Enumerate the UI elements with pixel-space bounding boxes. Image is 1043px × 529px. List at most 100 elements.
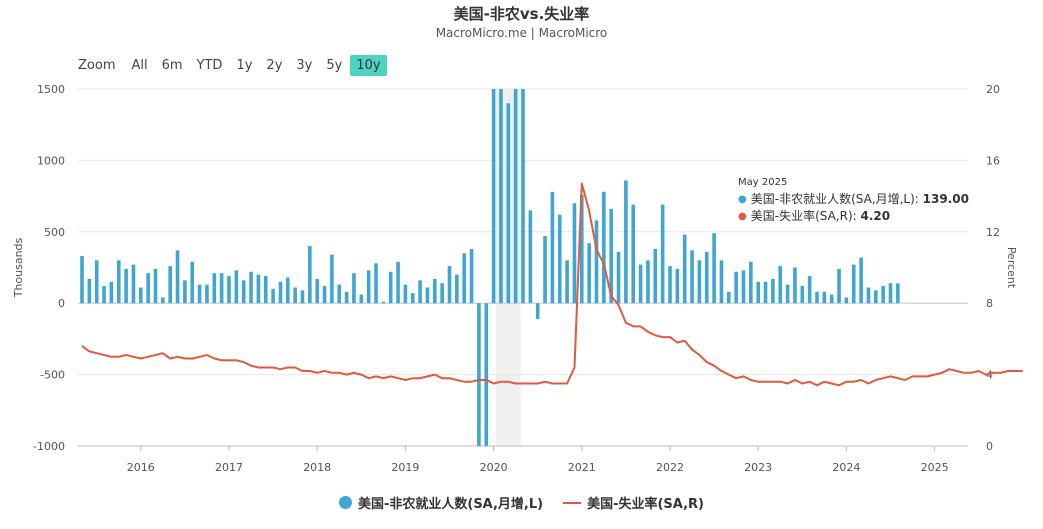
x-tick-label: 2024 <box>832 461 860 474</box>
payroll-bar <box>124 268 128 304</box>
range-button-all[interactable]: All <box>131 57 148 73</box>
payroll-bar <box>506 103 511 304</box>
payroll-bar <box>131 264 136 304</box>
payroll-bar <box>660 204 665 304</box>
y-right-tick-label: 20 <box>986 83 1000 96</box>
payroll-bar <box>521 89 525 304</box>
payroll-bar <box>881 286 885 304</box>
payroll-bar <box>631 204 636 304</box>
payroll-bar <box>587 243 591 304</box>
tooltip-marker-icon: ● <box>738 211 747 222</box>
payroll-bar <box>800 286 805 304</box>
payroll-bar <box>866 287 871 304</box>
payroll-bar <box>271 288 275 304</box>
payroll-bar <box>888 283 893 304</box>
payroll-bar <box>565 260 569 304</box>
tooltip-label: 美国-非农就业人数(SA,月增,L): <box>750 192 919 206</box>
payroll-bar <box>829 294 834 304</box>
range-button-3y[interactable]: 3y <box>296 57 313 73</box>
payroll-bar <box>308 246 312 304</box>
payroll-bar <box>638 264 643 304</box>
payroll-bar <box>580 194 584 304</box>
payroll-bar <box>359 294 364 304</box>
payroll-bar <box>212 273 217 304</box>
payroll-bar <box>109 281 114 304</box>
payroll-bar <box>87 278 92 304</box>
range-button-2y[interactable]: 2y <box>266 57 283 73</box>
y-right-axis-title: Percent <box>1005 247 1018 289</box>
y-left-axis-title: Thousands <box>12 237 25 298</box>
payroll-bar <box>315 278 319 304</box>
payroll-bar <box>668 266 672 304</box>
payroll-bar <box>425 287 430 304</box>
payroll-bar <box>727 291 731 304</box>
y-right-tick-label: 0 <box>986 440 993 453</box>
payroll-bar <box>513 89 518 304</box>
payroll-bar <box>197 284 202 304</box>
payroll-bar <box>682 234 687 304</box>
payroll-bar <box>396 261 400 304</box>
payroll-bar <box>352 273 356 304</box>
payroll-bar <box>344 291 349 304</box>
payroll-bar <box>293 287 297 304</box>
payroll-bar <box>484 303 489 446</box>
payroll-bar <box>807 276 812 304</box>
x-tick-label: 2019 <box>391 461 419 474</box>
payroll-bar <box>455 274 459 304</box>
payroll-bar <box>256 274 261 304</box>
payroll-bar <box>219 273 224 304</box>
payroll-bar <box>322 286 327 304</box>
payroll-bar <box>433 278 437 304</box>
y-left-tick-label: 1000 <box>37 154 65 167</box>
payroll-bar <box>410 293 415 304</box>
range-button-5y[interactable]: 5y <box>326 57 343 73</box>
payroll-bar <box>374 263 378 304</box>
payroll-bar <box>778 266 783 304</box>
payroll-bar <box>763 281 768 304</box>
y-left-tick-label: 0 <box>58 297 65 310</box>
payroll-bar <box>440 283 444 304</box>
payroll-bar <box>624 180 628 304</box>
y-right-tick-label: 4 <box>986 369 993 382</box>
payroll-bar <box>594 220 599 304</box>
payroll-bar <box>102 286 106 304</box>
legend-dot-icon <box>338 496 352 509</box>
legend-line-icon <box>563 501 582 504</box>
payroll-bar <box>168 266 172 304</box>
legend-item-payrolls[interactable]: 美国-非农就业人数(SA,月增,L) <box>338 493 543 512</box>
legend-item-unemployment[interactable]: 美国-失业率(SA,R) <box>563 493 704 512</box>
payroll-bar <box>771 278 775 304</box>
payroll-bar <box>543 236 547 304</box>
payroll-bar <box>756 281 760 304</box>
range-button-1y[interactable]: 1y <box>236 57 253 73</box>
payroll-bar <box>815 291 819 304</box>
payroll-bar <box>499 89 503 304</box>
tooltip-value: 4.20 <box>860 209 891 223</box>
x-tick-label: 2020 <box>480 461 508 474</box>
payroll-bar <box>734 271 738 304</box>
payroll-bar <box>249 271 253 304</box>
payroll-bar <box>535 303 540 319</box>
payroll-bar <box>94 260 99 304</box>
x-tick-label: 2017 <box>215 461 243 474</box>
payroll-bar <box>646 260 650 304</box>
range-button-6m[interactable]: 6m <box>161 57 183 73</box>
payroll-bar <box>793 267 797 304</box>
payroll-bar <box>241 280 246 304</box>
payroll-bar <box>690 250 694 304</box>
payroll-bar <box>572 203 577 304</box>
y-right-tick-label: 16 <box>986 154 1000 167</box>
payroll-bar <box>874 290 878 304</box>
payroll-bar <box>469 248 474 304</box>
payroll-bar <box>616 251 621 304</box>
payroll-bar <box>447 266 452 304</box>
payroll-bar <box>477 303 481 446</box>
payroll-bar <box>403 284 408 304</box>
payroll-bar <box>851 264 856 304</box>
range-button-ytd[interactable]: YTD <box>196 57 223 73</box>
payroll-bar <box>749 261 753 304</box>
x-tick-label: 2021 <box>568 461 596 474</box>
payroll-bar <box>300 290 305 304</box>
range-button-10y[interactable]: 10y <box>350 54 387 76</box>
